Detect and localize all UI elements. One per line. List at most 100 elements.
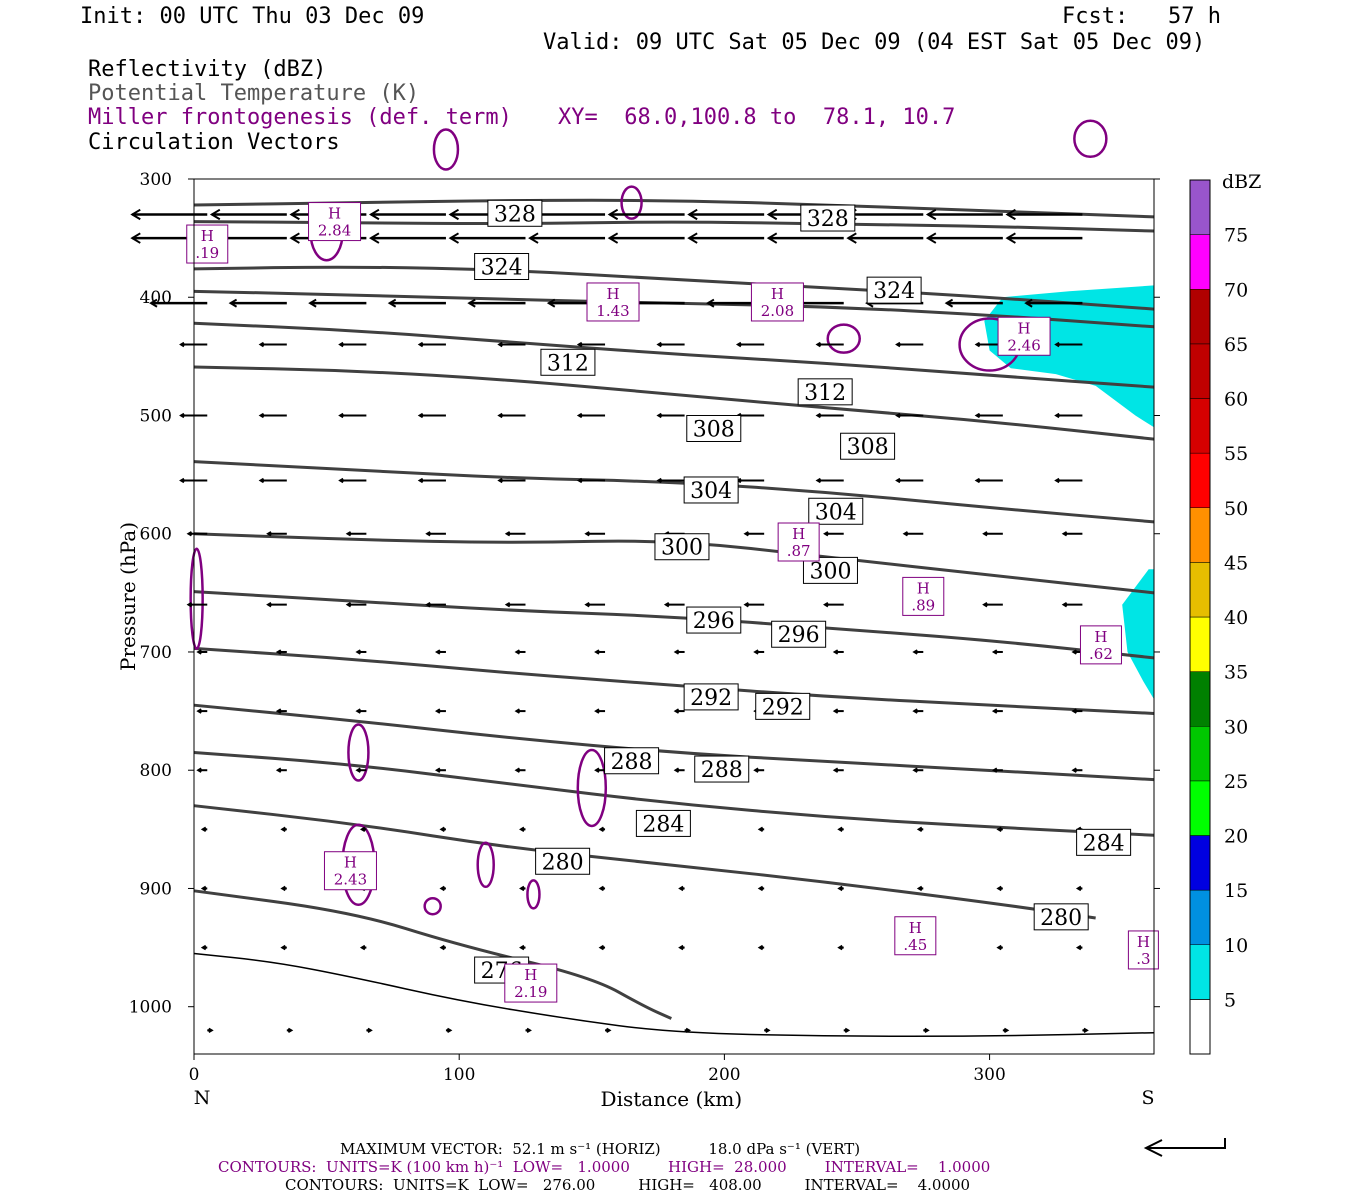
terrain-line [193,952,1155,1038]
circulation-vector-head [1075,885,1082,892]
circulation-vector-head [526,1027,532,1034]
isentrope-label: 328 [807,207,849,232]
isentrope-label: 284 [642,812,684,837]
circulation-vector-head [925,208,937,221]
isentrope-label: 300 [661,536,703,561]
circulation-vector-head [130,208,141,221]
circulation-vector-head [355,708,361,714]
circulation-vector-head [598,885,605,892]
frontogenesis-high-label: H [606,285,619,303]
y-tick-label: 900 [140,879,172,899]
isentrope-label: 308 [847,435,889,460]
frontogenesis-high-label: H [917,579,930,597]
circulation-vector-head [837,885,843,892]
frontogenesis-high-label: H [1137,933,1150,951]
circulation-vector-head [149,298,158,308]
colorbar-segment [1189,726,1211,782]
isentrope-label-box [771,620,827,648]
isentrope-label: 296 [693,609,735,634]
isentrope-300 [193,532,1155,595]
colorbar-segment [1189,780,1211,836]
circulation-vector-head [663,602,670,608]
circulation-vector-head [275,649,282,655]
isentrope-label: 280 [1040,906,1082,931]
vector-layer [130,208,1089,1034]
circulation-vector-head [546,298,556,308]
circulation-vector-head [266,602,272,608]
circulation-vector-head [258,477,265,484]
isentrope-label-box [683,683,739,711]
isentrope-label: 312 [804,381,846,406]
isentrope-label: 304 [815,500,857,525]
circulation-vector-head [678,885,684,892]
circulation-vector-head [196,708,202,714]
isentrope-label-box [800,204,856,232]
circulation-vector-head [345,531,352,537]
circulation-vector-head [815,412,821,419]
circulation-vector-head [925,232,937,244]
circulation-vector-head [705,298,715,308]
isentrope-label-box [840,432,896,460]
isentrope-280 [193,804,1096,920]
circulation-vector-head [916,885,923,892]
isentrope-label: 284 [1083,831,1125,856]
frontogenesis-contour [476,841,495,889]
circulation-vector-head [673,649,680,655]
circulation-vector-head [1005,232,1016,244]
y-tick-label: 400 [140,288,172,308]
isentrope-276 [193,889,672,1020]
circulation-vector-head [584,531,590,537]
frontogenesis-high-value: .87 [787,542,811,560]
circulation-vector-head [1071,767,1077,773]
isentrope-label: 324 [873,279,915,304]
circulation-vector-head [497,477,503,484]
isentrope-label-box [866,276,922,304]
field-frontogenesis: Miller frontogenesis (def. term) [88,105,512,130]
frontogenesis-high-value: .89 [911,596,935,614]
circulation-vector-head [598,944,605,951]
isentrope-label-box [1076,828,1132,856]
isentrope-label-box [535,847,591,875]
frontogenesis-high-label: H [909,919,922,937]
colorbar-tick-label: 25 [1224,771,1248,793]
isentrope-label: 312 [547,351,589,376]
colorbar-segment [1189,616,1211,672]
circulation-vector-head [837,826,843,832]
circulation-vector-head [1083,1027,1089,1034]
circulation-vector-head [815,341,821,348]
circulation-vector-head [996,944,1002,951]
circulation-vector-head [179,412,185,419]
circulation-vector-head [687,232,698,244]
isentrope-292 [193,646,1155,715]
circulation-vector-head [576,341,583,348]
circulation-vector-head [996,885,1002,892]
y-axis-label: Pressure (hPa) [116,522,140,671]
frontogenesis-high-box [750,282,804,322]
circulation-vector-head [982,531,988,537]
circulation-vector-head [467,298,476,308]
circulation-vector-head [974,412,981,419]
colorbar-tick-label: 60 [1224,389,1248,411]
colorbar-tick-label: 15 [1224,880,1248,902]
circulation-vector-head [208,1027,214,1034]
max-vector-note: MAXIMUM VECTOR: 52.1 m s⁻¹ (HORIZ) 18.0 … [340,1140,861,1158]
circulation-vector-head [1071,649,1077,655]
circulation-vector-head [991,649,998,655]
circulation-vector-head [607,232,619,244]
frontogenesis-high-value: 2.84 [318,222,351,240]
colorbar-segment [1189,398,1211,454]
isentrope-288 [193,703,1155,782]
frontogenesis-contour [189,547,204,651]
circulation-vector-head [338,412,344,419]
isentrope-320 [193,220,1155,233]
isentrope-label-box [686,606,742,634]
colorbar-tick-label: 75 [1224,225,1248,247]
circulation-vector-head [179,341,185,348]
frontogenesis-high-box [1127,930,1159,970]
colorbar-segment [1189,998,1211,1055]
isentrope-label-box [654,533,710,561]
y-tick-label: 800 [140,761,172,781]
theta-layer [193,198,1155,1038]
contours-theta-note: CONTOURS: UNITS=K LOW= 276.00 HIGH= 408.… [285,1176,971,1194]
circulation-vector-head [832,767,839,773]
